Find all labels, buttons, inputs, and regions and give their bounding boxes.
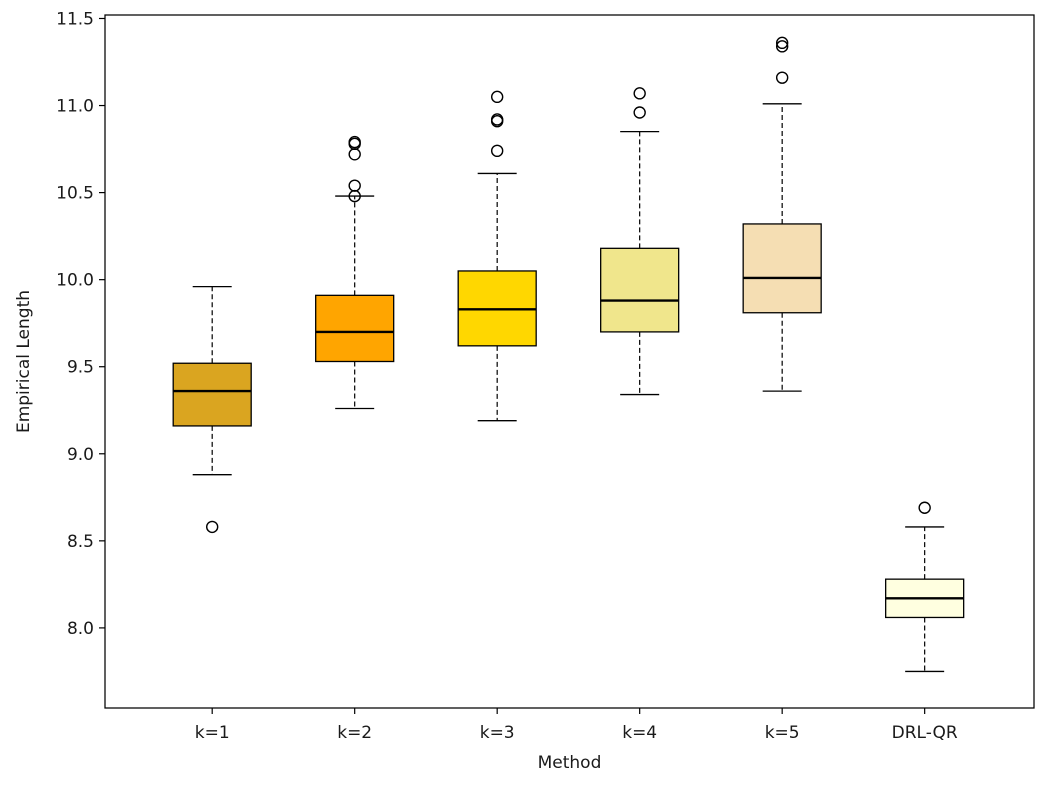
x-axis-label: Method [538,753,602,773]
outlier-point [633,106,646,119]
outlier-point [918,501,931,514]
y-axis-label: Empirical Length [14,290,34,433]
box-group-k=4 [600,87,680,396]
y-tick-label: 8.5 [67,532,94,552]
outlier-point [490,90,504,104]
x-tick-label: DRL-QR [892,723,958,743]
x-tick-label: k=4 [622,723,657,743]
y-tick-label: 9.5 [67,358,94,378]
y-tick-label: 8.0 [67,619,94,639]
x-tick-label: k=1 [195,723,230,743]
outlier-point [348,179,361,192]
y-tick-label: 9.0 [67,445,94,465]
axes: 8.0 8.5 9.0 9.5 10.0 10.5 11.0 11.5 k=1 k=2 k=3 k=4… [56,9,958,743]
plot-area [172,36,965,673]
box-group-k=5 [742,36,822,392]
outlier-point [490,144,504,158]
x-tick-label: k=5 [765,723,800,743]
outlier-point [775,36,789,50]
box-group-k=3 [457,90,537,422]
box-body [742,223,822,314]
outlier-point [775,40,789,53]
axes-frame [104,14,1035,709]
y-tick-label: 11.5 [56,9,94,29]
outlier-point [205,520,219,534]
outlier-point [633,87,646,100]
y-tick-label: 10.5 [56,184,94,204]
box-group-k=2 [315,135,395,410]
outlier-point [348,135,361,149]
outlier-point [775,71,789,84]
box-body [600,247,680,333]
box-group-drl-qr [885,501,965,673]
y-tick-label: 10.0 [56,271,94,291]
box-body [315,294,395,363]
box-group-k=1 [172,285,252,534]
outlier-point [490,113,504,126]
x-tick-label: k=3 [480,723,515,743]
box-body [172,362,252,427]
x-tick-label: k=2 [337,723,372,743]
y-tick-label: 11.0 [56,97,94,117]
